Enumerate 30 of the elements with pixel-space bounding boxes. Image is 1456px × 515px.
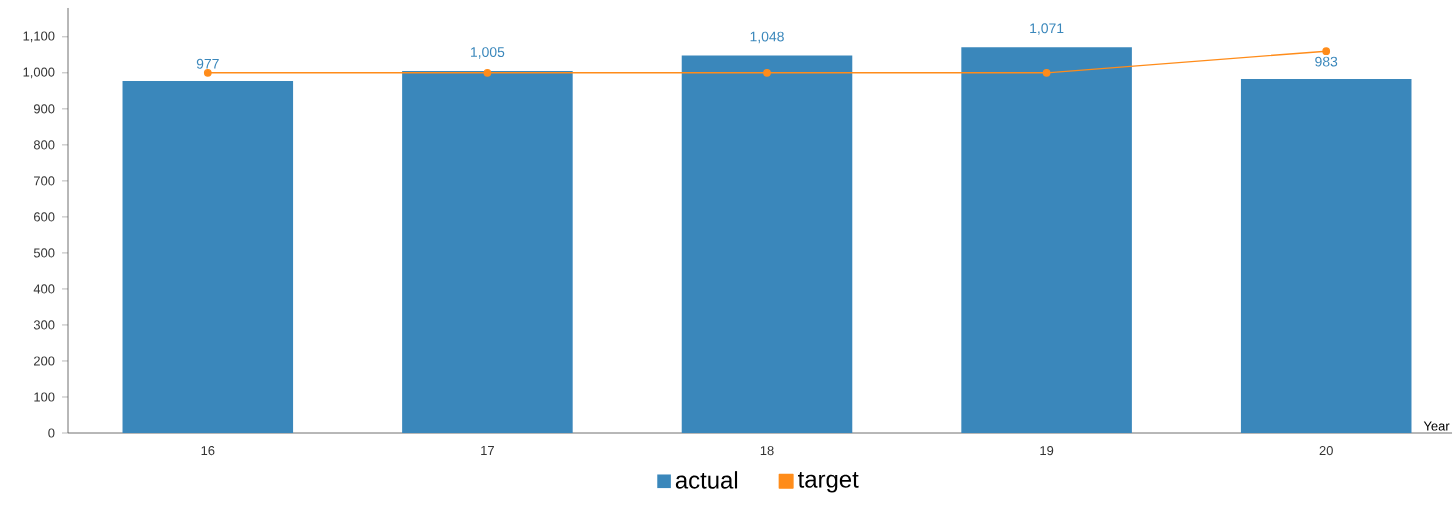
- data-label: 1,048: [750, 31, 784, 44]
- bar: [122, 81, 294, 433]
- legend-label: actual: [675, 471, 738, 489]
- x-tick-label: 19: [1040, 446, 1054, 456]
- y-tick-label: 500: [33, 248, 55, 258]
- y-tick-label: 0: [48, 428, 55, 438]
- y-tick-label: 900: [33, 104, 55, 114]
- x-tick-label: 17: [481, 446, 494, 455]
- data-label: 1,005: [471, 47, 505, 59]
- data-label: 983: [1315, 56, 1338, 67]
- y-tick-label: 700: [34, 176, 55, 186]
- y-tick-label: 400: [33, 284, 55, 294]
- data-label: 977: [196, 58, 219, 69]
- y-tick-label: 1,100: [23, 31, 55, 43]
- legend-label: target: [798, 472, 859, 493]
- bar: [402, 71, 573, 433]
- y-tick-label: 800: [33, 140, 55, 150]
- y-tick-label: 300: [33, 320, 55, 330]
- x-tick-label: 16: [201, 446, 215, 456]
- x-tick-label: 18: [760, 446, 774, 456]
- y-tick-label: 200: [34, 356, 55, 366]
- y-tick-label: 100: [34, 392, 55, 402]
- bar: [961, 47, 1132, 433]
- y-tick-label: 600: [34, 212, 55, 222]
- y-tick-label: 1,000: [23, 67, 55, 79]
- bar: [1240, 78, 1412, 433]
- x-axis-title: Year: [1423, 421, 1450, 431]
- x-tick-label: 20: [1319, 446, 1333, 456]
- bar: [681, 55, 853, 433]
- data-label: 1,071: [1030, 23, 1064, 35]
